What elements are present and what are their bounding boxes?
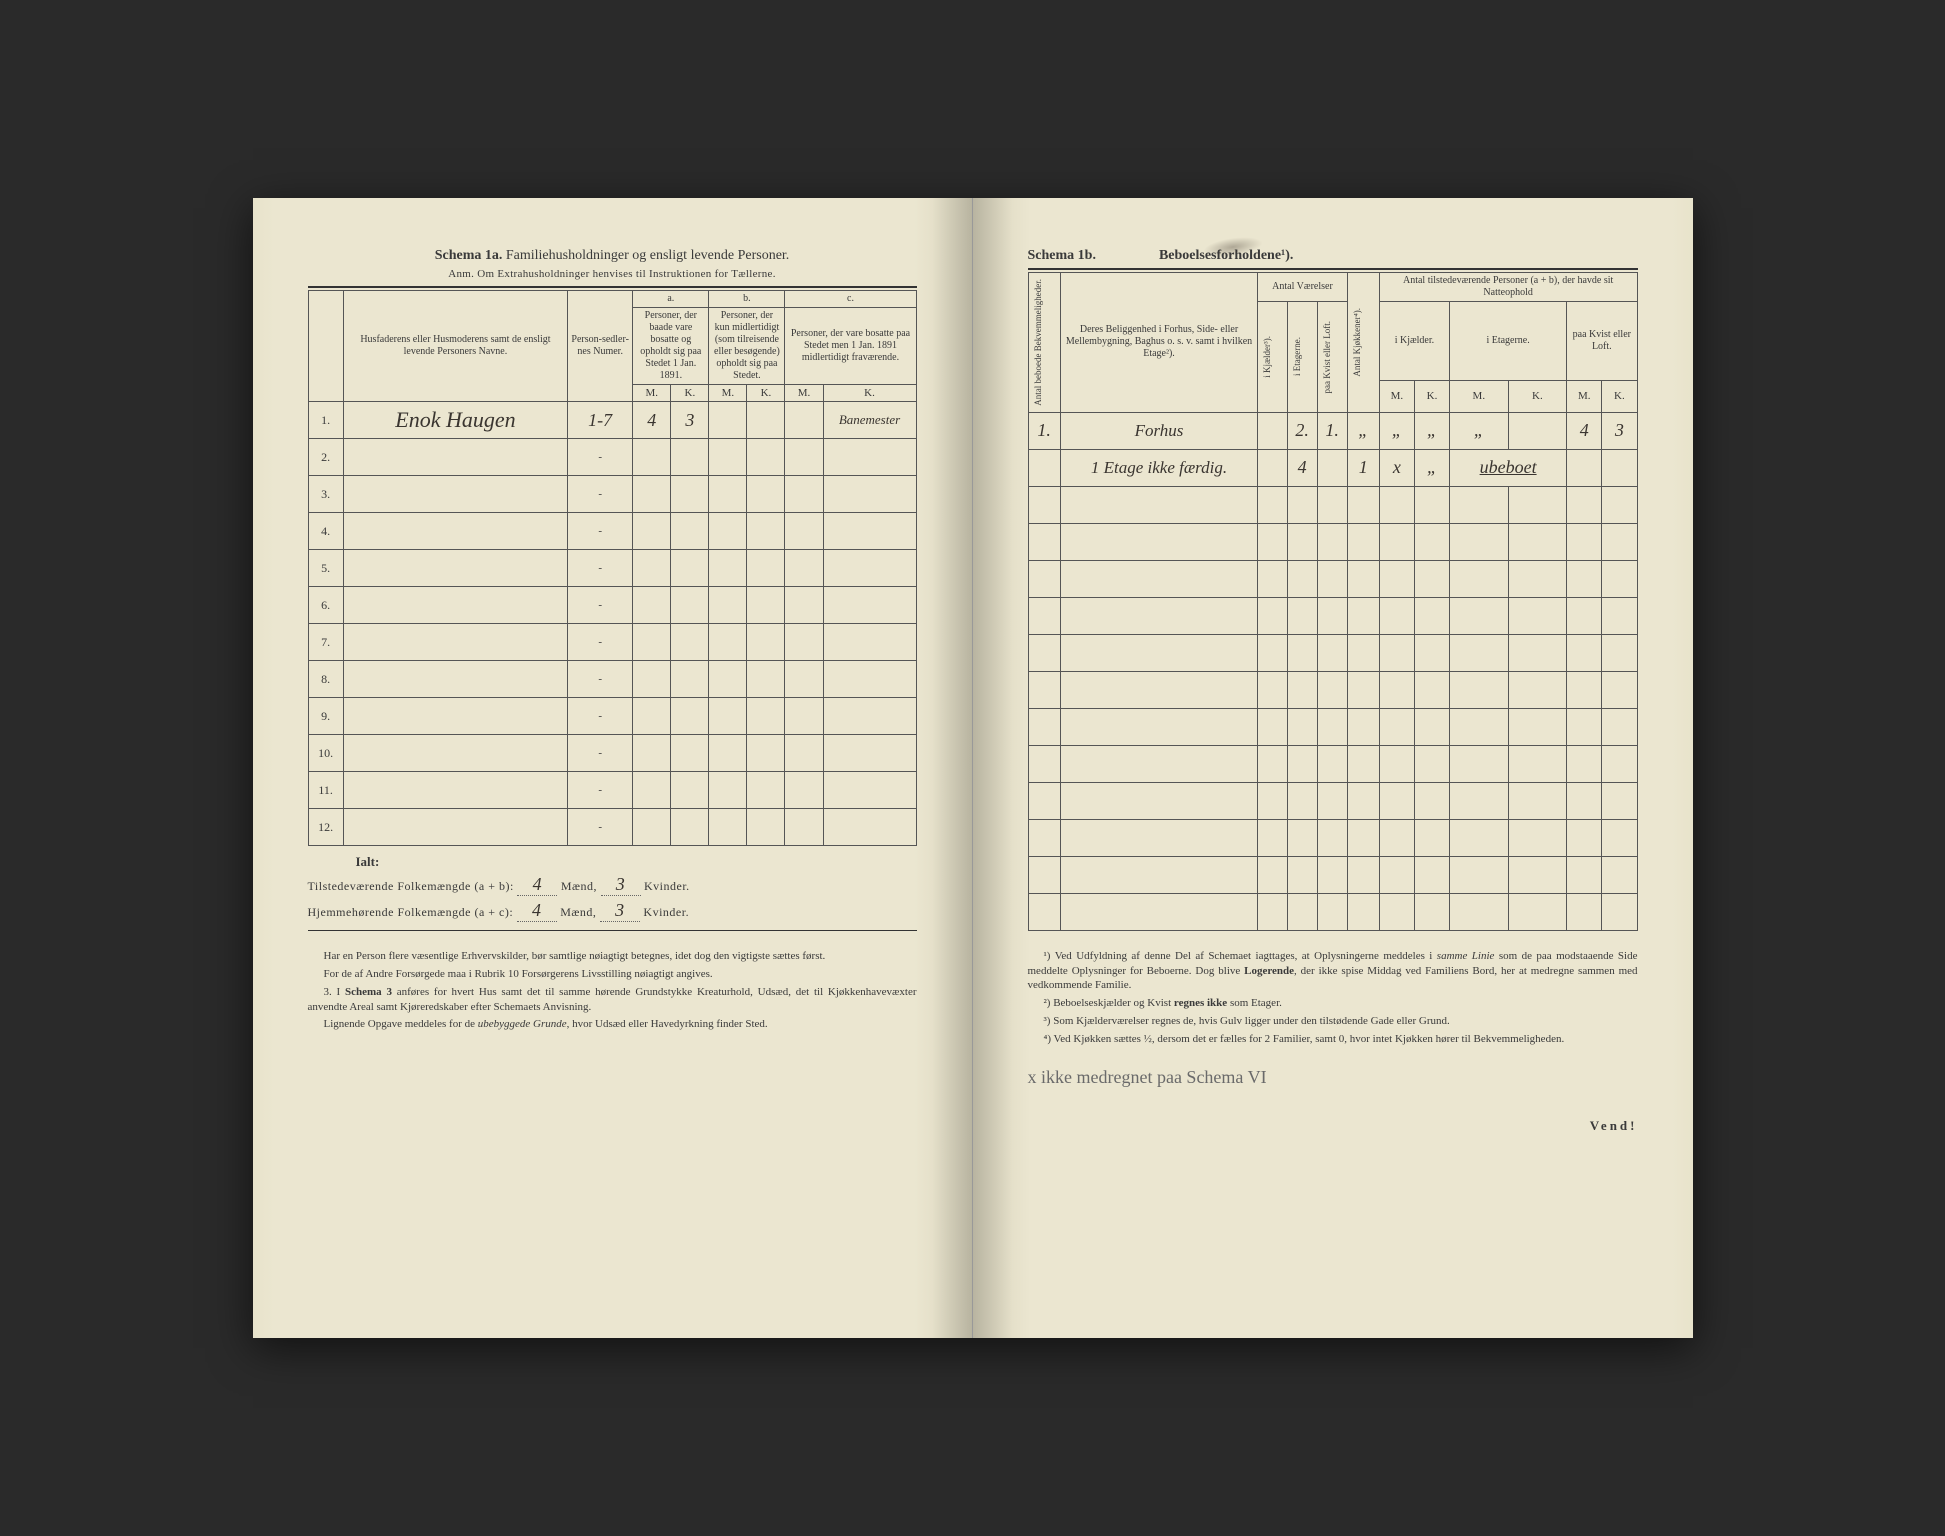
col-c-text: Personer, der vare bosatte paa Stedet me… — [785, 308, 916, 385]
note-paragraph: Har en Person flere væsentlige Erhvervsk… — [308, 949, 917, 964]
col-c-m: M. — [785, 385, 823, 402]
schema-1b-label: Schema 1b. — [1028, 248, 1096, 263]
table-row: 1. Enok Haugen 1-7 4 3 Banemester — [308, 402, 916, 439]
table-row: 5. - — [308, 550, 916, 587]
table-row — [1028, 782, 1637, 819]
note-paragraph: 3. I Schema 3 anføres for hvert Hus samt… — [308, 985, 917, 1015]
sum-resident: Hjemmehørende Folkemængde (a + c): 4 Mæn… — [308, 900, 917, 922]
table-row — [1028, 560, 1637, 597]
ialt-label: Ialt: — [308, 854, 917, 870]
col-personer: Antal tilstedeværende Personer (a + b), … — [1379, 273, 1637, 302]
table-row: 3. - — [308, 476, 916, 513]
col-p-etage: i Etagerne. — [1450, 302, 1567, 381]
col-numer: Person-sedler-nes Numer. — [568, 291, 633, 402]
sum-present-m: 4 — [517, 874, 557, 896]
col-b-label: b. — [709, 291, 785, 308]
vend-label: Vend! — [1028, 1118, 1638, 1134]
col-v-etage: i Etagerne. — [1291, 333, 1303, 380]
col-a-k: K. — [671, 385, 709, 402]
footnote-paragraph: ⁴) Ved Kjøkken sættes ½, dersom det er f… — [1028, 1032, 1638, 1047]
footnote-paragraph: ³) Som Kjælderværelser regnes de, hvis G… — [1028, 1014, 1638, 1029]
table-row: 1 Etage ikke færdig. 4 1 x„ ubeboet — [1028, 449, 1637, 486]
anm-note: Anm. Om Extrahusholdninger henvises til … — [308, 268, 917, 280]
table-row: 1. Forhus 2. 1. „ „„ „ 43 — [1028, 412, 1637, 449]
table-row: 11. - — [308, 772, 916, 809]
col-vaerelser: Antal Værelser — [1258, 273, 1347, 302]
col-b-k: K. — [747, 385, 785, 402]
col-v-kjaelder: i Kjælder³). — [1261, 332, 1273, 382]
col-location: Deres Beliggenhed i Forhus, Side- eller … — [1060, 273, 1258, 413]
sum-resident-k: 3 — [600, 900, 640, 922]
col-a-m: M. — [633, 385, 671, 402]
table-row: 8. - — [308, 661, 916, 698]
col-c-k: K. — [823, 385, 916, 402]
table-row: 10. - — [308, 735, 916, 772]
left-notes: Har en Person flere væsentlige Erhvervsk… — [308, 949, 917, 1032]
col-b-m: M. — [709, 385, 747, 402]
handwritten-footnote: x ikke medregnet paa Schema VI — [1028, 1067, 1638, 1088]
table-row — [1028, 523, 1637, 560]
table-row — [1028, 486, 1637, 523]
table-row — [1028, 819, 1637, 856]
right-footnotes: ¹) Ved Udfyldning af denne Del af Schema… — [1028, 949, 1638, 1047]
schema-1b-table: Antal beboede Bekvemmeligheder. Deres Be… — [1028, 272, 1638, 931]
col-b-text: Personer, der kun midlertidigt (som tilr… — [709, 308, 785, 385]
schema-1a-label: Schema 1a. — [435, 248, 503, 263]
right-page: Schema 1b. Beboelsesforholdene¹). Antal … — [973, 198, 1693, 1338]
note-paragraph: Lignende Opgave meddeles for de ubebygge… — [308, 1017, 917, 1032]
table-row — [1028, 856, 1637, 893]
table-row — [1028, 893, 1637, 930]
col-a-text: Personer, der baade vare bosatte og opho… — [633, 308, 709, 385]
col-a-label: a. — [633, 291, 709, 308]
table-row: 2. - — [308, 439, 916, 476]
schema-1b-title: Schema 1b. Beboelsesforholdene¹). — [1028, 248, 1638, 264]
left-page: Schema 1a. Familiehusholdninger og ensli… — [253, 198, 973, 1338]
table-row — [1028, 671, 1637, 708]
schema-1a-heading: Familiehusholdninger og ensligt levende … — [506, 248, 789, 263]
footnote-paragraph: ²) Beboelseskjælder og Kvist regnes ikke… — [1028, 996, 1638, 1011]
table-row — [1028, 634, 1637, 671]
census-form-spread: Schema 1a. Familiehusholdninger og ensli… — [253, 198, 1693, 1338]
table-row — [1028, 597, 1637, 634]
col-p-kvist: paa Kvist eller Loft. — [1567, 302, 1637, 381]
table-row: 4. - — [308, 513, 916, 550]
footnote-paragraph: ¹) Ved Udfyldning af denne Del af Schema… — [1028, 949, 1638, 994]
sum-resident-m: 4 — [517, 900, 557, 922]
table-row: 7. - — [308, 624, 916, 661]
col-p-kjaelder: i Kjælder. — [1379, 302, 1449, 381]
col-bekvem: Antal beboede Bekvemmeligheder. — [1032, 275, 1044, 410]
sum-present: Tilstedeværende Folkemængde (a + b): 4 M… — [308, 874, 917, 896]
table-row — [1028, 708, 1637, 745]
schema-1a-table: Husfaderens eller Husmoderens samt de en… — [308, 290, 917, 846]
col-kjokken: Antal Kjøkkener⁴). — [1351, 304, 1363, 381]
table-row — [1028, 745, 1637, 782]
note-paragraph: For de af Andre Forsørgede maa i Rubrik … — [308, 967, 917, 982]
col-names: Husfaderens eller Husmoderens samt de en… — [343, 291, 567, 402]
table-row: 12. - — [308, 809, 916, 846]
schema-1a-title: Schema 1a. Familiehusholdninger og ensli… — [308, 248, 917, 264]
col-v-kvist: paa Kvist eller Loft. — [1321, 317, 1333, 397]
table-row: 6. - — [308, 587, 916, 624]
sum-present-k: 3 — [601, 874, 641, 896]
col-c-label: c. — [785, 291, 916, 308]
table-row: 9. - — [308, 698, 916, 735]
